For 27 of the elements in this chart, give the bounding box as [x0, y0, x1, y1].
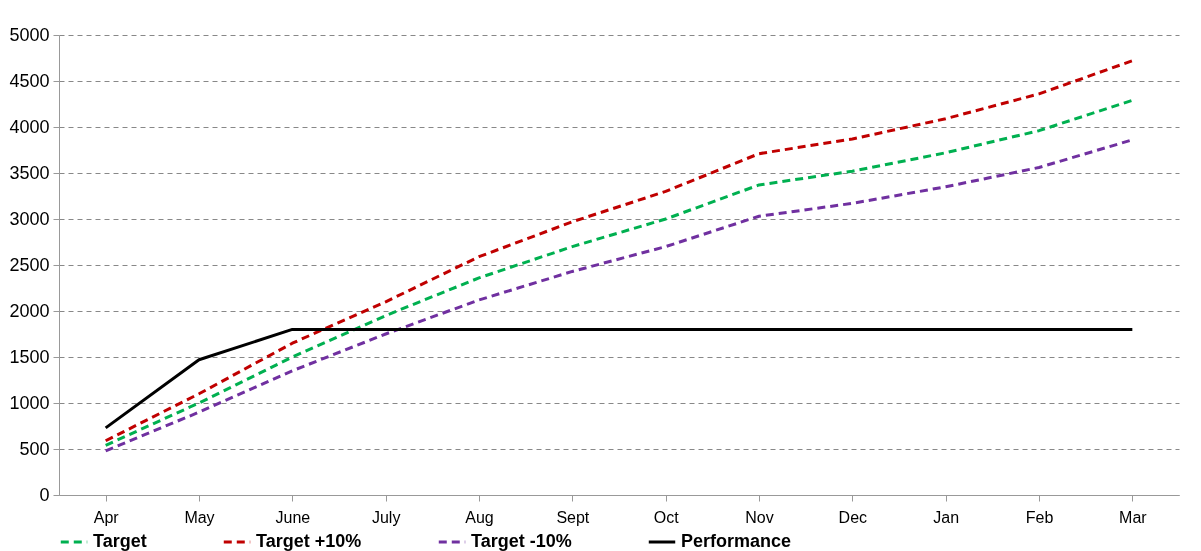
- x-tick-label: Aug: [465, 508, 494, 526]
- y-tick-label: 3000: [9, 208, 50, 229]
- y-tick-label: 4000: [9, 116, 50, 137]
- y-tick-label: 1500: [9, 346, 50, 367]
- y-tick-label: 0: [39, 484, 50, 505]
- x-tick-label: Jan: [933, 508, 960, 526]
- y-tick-label: 4500: [9, 70, 50, 91]
- x-tick-label: Mar: [1119, 508, 1148, 526]
- legend-label: Target -10%: [471, 531, 572, 551]
- y-tick-label: 500: [19, 438, 50, 459]
- x-tick-label: Sept: [556, 508, 590, 526]
- x-tick-label: July: [371, 508, 401, 526]
- y-tick-label: 2500: [9, 254, 50, 275]
- y-tick-label: 5000: [9, 24, 50, 45]
- y-tick-label: 1000: [9, 392, 50, 413]
- legend-label: Target +10%: [256, 531, 362, 551]
- x-tick-label: Dec: [838, 508, 868, 526]
- x-tick-label: May: [184, 508, 215, 526]
- legend-label: Target: [93, 531, 147, 551]
- x-tick-label: June: [275, 508, 311, 526]
- y-tick-label: 3500: [9, 162, 50, 183]
- x-tick-label: Feb: [1025, 508, 1054, 526]
- x-tick-label: Apr: [93, 508, 120, 526]
- x-tick-label: Oct: [653, 508, 680, 526]
- x-tick-label: Nov: [745, 508, 774, 526]
- legend-label: Performance: [681, 531, 792, 551]
- y-tick-label: 2000: [9, 300, 50, 321]
